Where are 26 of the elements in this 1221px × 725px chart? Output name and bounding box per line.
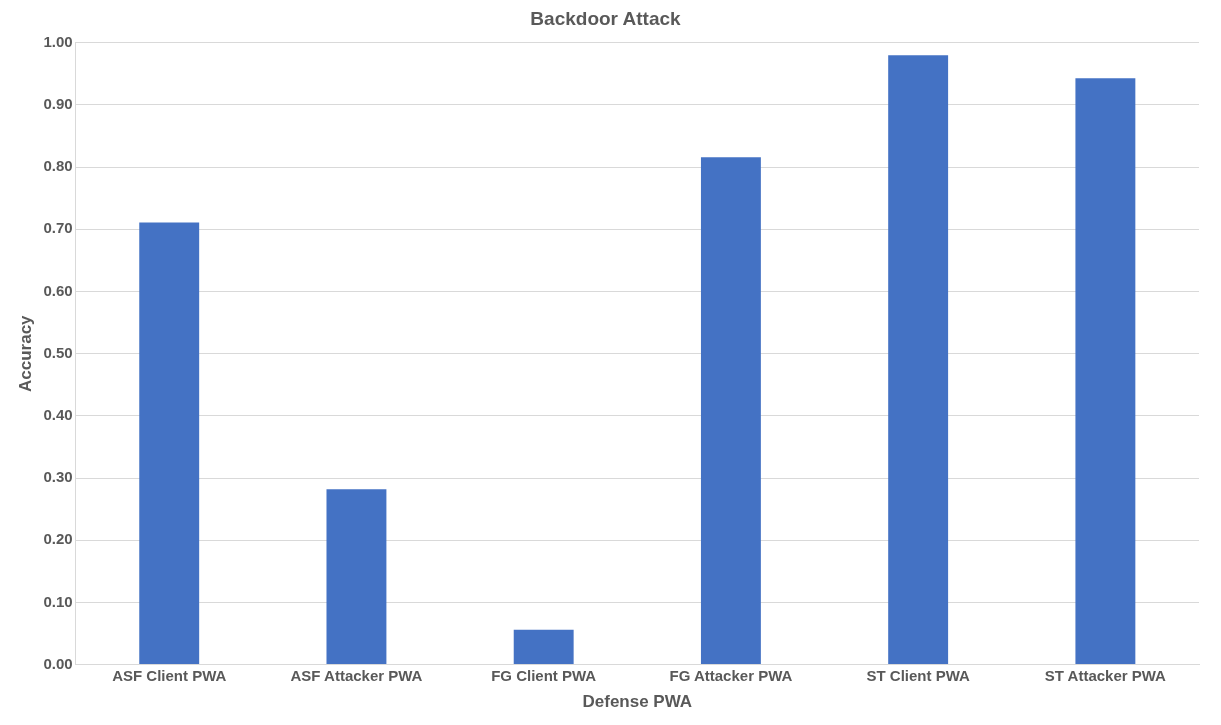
y-tick-label: 0.40 (43, 406, 73, 424)
y-tick-label: 0.20 (43, 530, 73, 548)
x-tick-label: ASF Client PWA (112, 666, 227, 684)
x-axis-title: Defense PWA (582, 692, 693, 712)
bar (513, 629, 574, 665)
bar (139, 222, 200, 665)
y-tick-label: 0.80 (43, 157, 73, 175)
y-tick-label: 1.00 (43, 32, 73, 50)
chart-title: Backdoor Attack (530, 7, 682, 29)
bar (700, 157, 761, 665)
y-tick-label: 0.60 (43, 281, 73, 299)
x-tick-label: ST Attacker PWA (1044, 666, 1167, 684)
y-axis-title: Accuracy (15, 314, 35, 392)
bar (326, 489, 387, 665)
y-tick-label: 0.10 (43, 592, 73, 610)
y-tick-label: 0.70 (43, 219, 73, 237)
y-tick-label: 0.90 (43, 95, 73, 113)
bar (1075, 78, 1136, 665)
x-tick-label: ST Client PWA (866, 666, 970, 684)
y-tick-label: 0.50 (43, 343, 73, 361)
y-tick-label: 0.30 (43, 468, 73, 486)
x-tick-label: ASF Attacker PWA (290, 666, 423, 684)
x-tick-label: FG Attacker PWA (669, 666, 793, 684)
bar (888, 55, 949, 665)
y-tick-label: 0.00 (43, 654, 73, 672)
x-tick-label: FG Client PWA (491, 666, 597, 684)
